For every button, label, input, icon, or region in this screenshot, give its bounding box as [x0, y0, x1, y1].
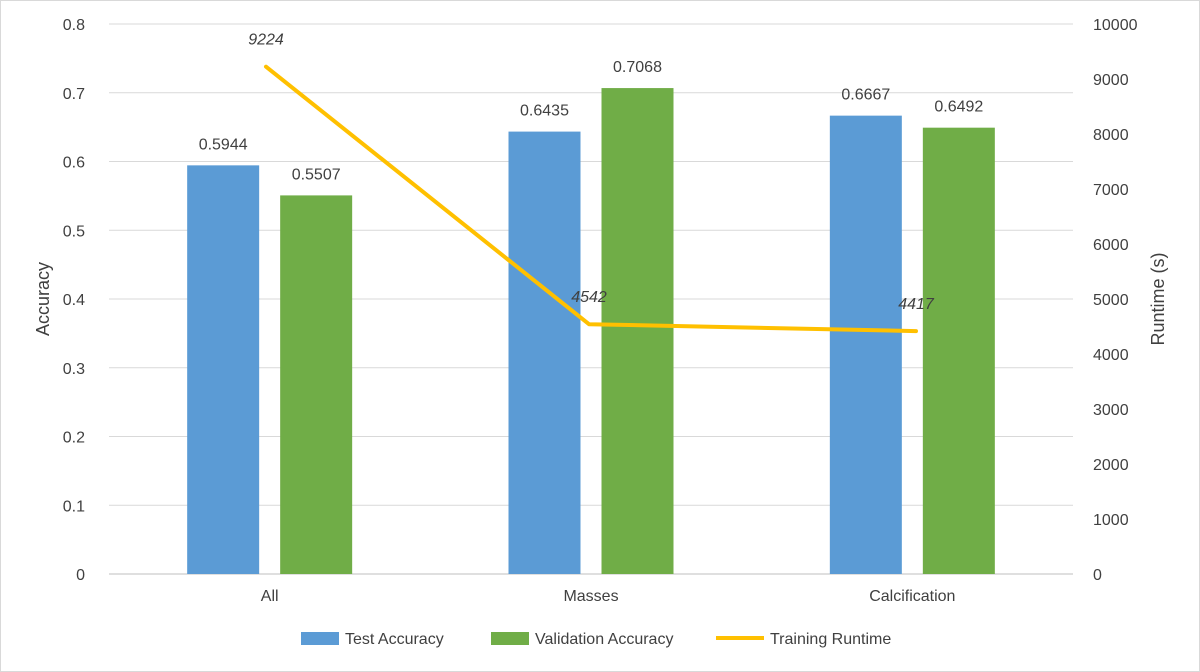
gridlines: [109, 23, 1073, 575]
legend-label: Training Runtime: [770, 631, 891, 648]
legend-label: Validation Accuracy: [535, 631, 673, 648]
data-label-training-runtime: 4542: [571, 289, 607, 306]
bar-validation-accuracy-calcification: [922, 127, 995, 575]
y-tick-label: 0.8: [63, 17, 85, 34]
runtime-line: [264, 64, 918, 334]
y2-tick-label: 4000: [1093, 347, 1129, 364]
legend-label: Test Accuracy: [345, 631, 444, 648]
y-tick-label: 0.2: [63, 430, 85, 447]
y2-tick-label: 7000: [1093, 182, 1129, 199]
data-label-validation-accuracy: 0.7068: [613, 59, 662, 76]
legend-swatch: [301, 632, 339, 645]
y-tick-label: 0: [76, 567, 85, 584]
y2-tick-label: 0: [1093, 567, 1102, 584]
y2-tick-label: 6000: [1093, 237, 1129, 254]
y-tick-label: 0.4: [63, 292, 85, 309]
y2-tick-label: 8000: [1093, 127, 1129, 144]
y-axis-title: Accuracy: [33, 262, 53, 336]
y2-tick-label: 3000: [1093, 402, 1129, 419]
x-tick-label: Masses: [563, 588, 618, 605]
bar-test-accuracy-all: [187, 165, 260, 574]
y2-tick-label: 5000: [1093, 292, 1129, 309]
bars: [187, 88, 995, 575]
y-tick-label: 0.3: [63, 361, 85, 378]
bar-test-accuracy-masses: [508, 131, 581, 574]
y2-tick-label: 1000: [1093, 512, 1129, 529]
y-tick-label: 0.7: [63, 86, 85, 103]
y2-tick-label: 9000: [1093, 72, 1129, 89]
data-label-validation-accuracy: 0.6492: [934, 99, 983, 116]
data-labels: 0.5944 0.6435 0.6667 0.5507 0.7068 0.6492 9224…: [199, 32, 984, 313]
line-training-runtime: [264, 64, 918, 334]
legend-item-test-accuracy: Test Accuracy: [301, 631, 444, 648]
legend-item-validation-accuracy: Validation Accuracy: [491, 631, 673, 648]
data-label-training-runtime: 9224: [248, 32, 284, 49]
legend-item-training-runtime: Training Runtime: [716, 631, 891, 648]
y2-tick-label: 10000: [1093, 17, 1138, 34]
data-label-validation-accuracy: 0.5507: [292, 166, 341, 183]
data-label-test-accuracy: 0.6667: [841, 87, 890, 104]
legend-swatch: [491, 632, 529, 645]
y2-tick-label: 2000: [1093, 457, 1129, 474]
data-label-training-runtime: 4417: [898, 296, 935, 313]
y2-axis-title: Runtime (s): [1148, 252, 1168, 345]
bar-validation-accuracy-all: [280, 195, 353, 575]
data-label-test-accuracy: 0.6435: [520, 103, 569, 120]
y-tick-label: 0.5: [63, 223, 85, 240]
axes: 0 0.1 0.2 0.3 0.4 0.5 0.6 0.7 0.8 0 1000 2000 3000 40…: [33, 17, 1168, 605]
y-tick-label: 0.1: [63, 498, 85, 515]
y-tick-label: 0.6: [63, 155, 85, 172]
bar-validation-accuracy-masses: [601, 88, 674, 574]
legend: Test Accuracy Validation Accuracy Training…: [301, 631, 891, 648]
x-tick-label: All: [261, 588, 279, 605]
x-tick-label: Calcification: [869, 588, 955, 605]
bar-test-accuracy-calcification: [829, 115, 902, 575]
data-label-test-accuracy: 0.5944: [199, 136, 248, 153]
